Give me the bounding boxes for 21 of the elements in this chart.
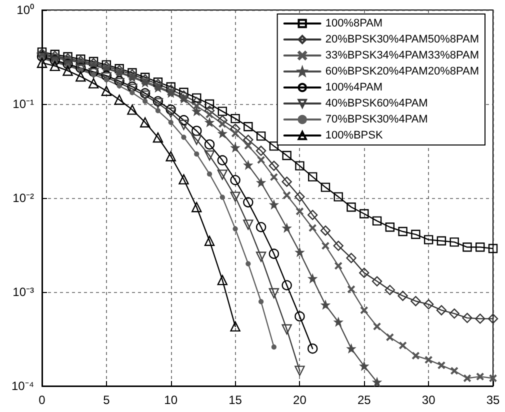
- legend-label: 100%8PAM: [325, 18, 383, 30]
- legend-label: 20%BPSK30%4PAM50%8PAM: [325, 34, 480, 46]
- x-tick-label: 20: [293, 393, 307, 407]
- x-tick-label: 35: [486, 393, 500, 407]
- x-tick-label: 25: [357, 393, 372, 407]
- x-tick-label: 15: [228, 393, 242, 407]
- x-tick-label: 30: [422, 393, 436, 407]
- legend-label: 33%BPSK34%4PAM33%8PAM: [325, 50, 480, 62]
- x-tick-label: 5: [103, 393, 110, 407]
- legend-label: 40%BPSK60%4PAM: [325, 98, 428, 110]
- legend-label: 60%BPSK20%4PAM20%8PAM: [325, 66, 480, 78]
- y-tick-label: 10⁰: [16, 3, 34, 17]
- x-tick-label: 10: [164, 393, 178, 407]
- y-tick-label: 10⁻¹: [12, 97, 34, 111]
- legend-label: 70%BPSK30%4PAM: [325, 114, 428, 126]
- y-tick-label: 10⁻⁴: [11, 379, 34, 393]
- legend-label: 100%BPSK: [325, 130, 384, 142]
- legend-label: 100%4PAM: [325, 82, 383, 94]
- y-tick-label: 10⁻³: [12, 285, 34, 299]
- x-tick-label: 0: [38, 393, 46, 407]
- y-tick-label: 10⁻²: [12, 191, 34, 205]
